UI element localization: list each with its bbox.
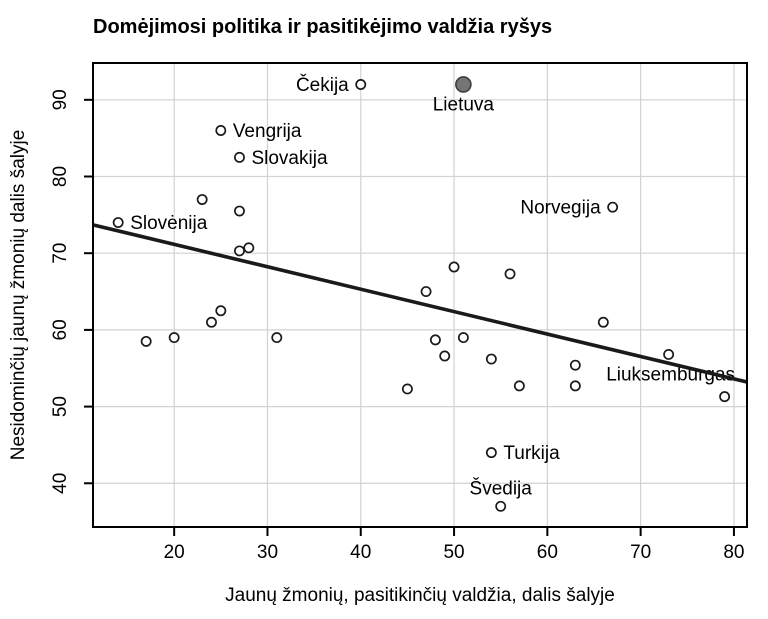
data-point (513, 380, 525, 392)
x-tick-label: 80 (723, 542, 744, 563)
data-point (355, 79, 367, 90)
data-point (234, 151, 245, 163)
data-point (457, 332, 469, 344)
x-tick-label: 60 (537, 542, 558, 563)
point-label: Vengrija (233, 121, 302, 142)
point-label: Švedija (470, 477, 533, 499)
point-label: Slovėnija (130, 213, 208, 234)
data-point (234, 205, 245, 217)
data-point (196, 194, 208, 205)
data-point (439, 350, 451, 362)
x-tick-label: 30 (257, 542, 278, 563)
data-point (495, 500, 507, 512)
point-label: Čekija (296, 74, 349, 96)
plot-border (92, 62, 748, 528)
chart-title: Domėjimosi politika ir pasitikėjimo vald… (93, 16, 552, 38)
trend-line (92, 223, 748, 384)
data-point (401, 383, 413, 395)
y-tick-label: 80 (50, 166, 71, 187)
point-label-layer: Čekija Lietuva Vengrija Slovakija Slovėnija N… (130, 74, 735, 499)
data-point (243, 242, 255, 254)
data-point (569, 359, 581, 371)
point-label: Slovakija (251, 148, 327, 169)
data-point (420, 286, 432, 297)
data-point (140, 335, 152, 347)
trend-layer (92, 223, 748, 384)
x-tick-label: 20 (164, 542, 185, 563)
y-tick-label: 90 (50, 89, 71, 110)
data-point (719, 391, 731, 403)
data-point-filled (455, 76, 472, 93)
data-point (271, 332, 283, 344)
point-label: Lietuva (433, 94, 495, 115)
data-point (485, 447, 497, 459)
data-point (597, 316, 609, 328)
data-point (663, 348, 675, 360)
data-point (504, 268, 516, 280)
data-point (112, 217, 124, 228)
y-tick-label: 60 (50, 319, 71, 340)
y-tick-label: 70 (50, 243, 71, 264)
data-point (168, 332, 180, 344)
grid-layer (93, 63, 747, 527)
y-tick-label: 40 (50, 473, 71, 494)
data-point (569, 380, 581, 392)
point-label: Turkija (503, 443, 560, 464)
x-tick-label: 70 (630, 542, 651, 563)
data-point (448, 261, 460, 273)
data-point (215, 305, 227, 317)
x-axis-label: Jaunų žmonių, pasitikinčių valdžia, dali… (225, 585, 615, 606)
data-point (485, 353, 497, 365)
y-tick-label: 50 (50, 396, 71, 417)
data-point (215, 125, 227, 136)
axis-layer: 20 30 40 50 60 70 80 40 50 60 70 80 90 (50, 89, 745, 563)
data-point (429, 334, 441, 346)
x-tick-label: 40 (350, 542, 371, 563)
x-tick-label: 50 (443, 542, 464, 563)
data-point (607, 201, 619, 213)
y-axis-label: Nesidominčių jaunų žmonių dalis šalyje (8, 130, 29, 461)
point-label: Norvegija (520, 198, 601, 219)
point-layer (112, 76, 731, 512)
data-point (206, 316, 217, 328)
data-point (234, 245, 245, 257)
